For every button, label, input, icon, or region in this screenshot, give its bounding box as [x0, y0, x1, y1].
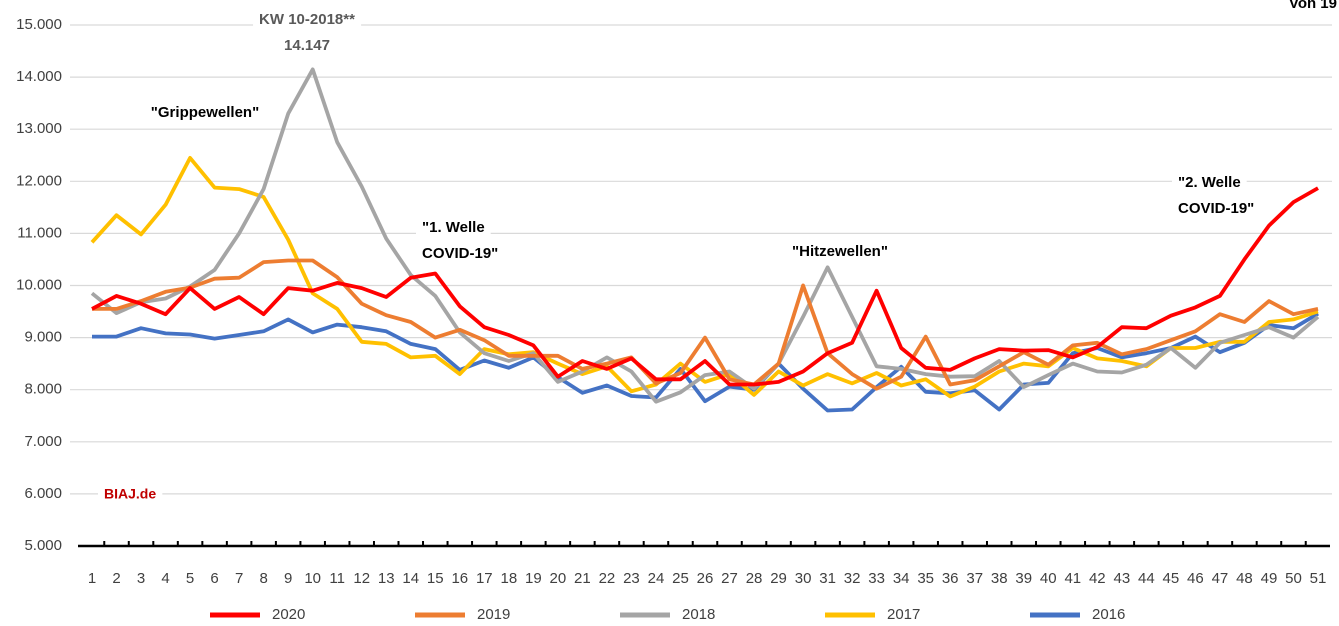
series-line — [92, 311, 1319, 413]
x-tick-label: 24 — [648, 570, 665, 587]
annotation-bg — [786, 240, 894, 262]
annotation-bg — [1172, 197, 1261, 219]
x-tick-label: 36 — [942, 570, 959, 587]
x-tick-label: 14 — [402, 570, 419, 587]
series-line — [90, 67, 1320, 404]
x-tick-label: 35 — [917, 570, 934, 587]
x-tick-label: 17 — [476, 570, 493, 587]
annotation-bg — [278, 34, 336, 56]
annotation: KW 10-2018** — [259, 11, 355, 28]
x-tick-label: 41 — [1064, 570, 1081, 587]
series-line — [92, 258, 1319, 391]
x-tick-label: 12 — [353, 570, 370, 587]
x-tick-label: 49 — [1261, 570, 1278, 587]
x-tick-label: 34 — [893, 570, 910, 587]
x-tick-label: 51 — [1310, 570, 1327, 587]
x-tick-label: 42 — [1089, 570, 1106, 587]
annotation-bg — [416, 242, 505, 264]
series-line — [91, 186, 1319, 387]
x-tick-label: 33 — [868, 570, 885, 587]
x-tick-label: 10 — [304, 570, 321, 587]
annotation-bg — [416, 216, 491, 238]
x-tick-label: 18 — [500, 570, 517, 587]
y-tick-label: 13.000 — [16, 120, 62, 137]
x-tick-label: 28 — [746, 570, 763, 587]
annotation: "1. Welle — [422, 219, 485, 236]
legend-label: 2018 — [682, 606, 715, 623]
x-tick-label: 8 — [259, 570, 267, 587]
x-tick-label: 47 — [1212, 570, 1229, 587]
x-tick-label: 43 — [1113, 570, 1130, 587]
x-tick-label: 39 — [1015, 570, 1032, 587]
x-tick-label: 40 — [1040, 570, 1057, 587]
annotation: COVID-19" — [422, 245, 498, 262]
x-tick-label: 11 — [329, 570, 345, 587]
x-tick-label: 2 — [112, 570, 120, 587]
x-tick-label: 45 — [1163, 570, 1180, 587]
legend-label: 2016 — [1092, 606, 1125, 623]
x-tick-label: 37 — [966, 570, 983, 587]
x-tick-label: 15 — [427, 570, 444, 587]
x-tick-label: 16 — [451, 570, 468, 587]
y-tick-label: 14.000 — [16, 68, 62, 85]
legend-label: 2017 — [887, 606, 920, 623]
annotation: "Grippewellen" — [151, 104, 259, 121]
y-tick-label: 15.000 — [16, 16, 62, 33]
x-tick-label: 5 — [186, 570, 194, 587]
x-tick-label: 31 — [819, 570, 836, 587]
x-tick-label: 9 — [284, 570, 292, 587]
x-tick-label: 23 — [623, 570, 640, 587]
annotation-bg — [98, 483, 163, 504]
y-tick-label: 6.000 — [24, 485, 62, 502]
y-tick-label: 7.000 — [24, 433, 62, 450]
x-tick-label: 26 — [697, 570, 714, 587]
y-tick-label: 11.000 — [17, 224, 62, 241]
x-tick-label: 29 — [770, 570, 787, 587]
x-tick-label: 4 — [161, 570, 169, 587]
x-tick-label: 21 — [574, 570, 591, 587]
x-tick-label: 19 — [525, 570, 542, 587]
annotation-bg — [1282, 0, 1339, 14]
annotation: BIAJ.de — [104, 486, 156, 502]
x-tick-label: 22 — [599, 570, 616, 587]
legend-label: 2020 — [272, 606, 305, 623]
annotation-bg — [253, 8, 362, 30]
y-tick-label: 9.000 — [24, 329, 62, 346]
x-tick-label: 3 — [137, 570, 145, 587]
x-tick-label: 30 — [795, 570, 812, 587]
y-tick-label: 12.000 — [16, 172, 62, 189]
x-tick-label: 44 — [1138, 570, 1155, 587]
grid — [70, 0, 1339, 504]
x-tick-label: 46 — [1187, 570, 1204, 587]
x-tick-label: 20 — [550, 570, 567, 587]
x-tick-label: 25 — [672, 570, 689, 587]
annotation: "Hitzewellen" — [792, 243, 888, 260]
x-tick-label: 50 — [1285, 570, 1302, 587]
annotation: Von 19 — [1289, 0, 1337, 12]
y-tick-label: 5.000 — [24, 537, 62, 554]
x-tick-label: 38 — [991, 570, 1008, 587]
annotation: 14.147 — [284, 37, 330, 54]
x-tick-label: 48 — [1236, 570, 1253, 587]
x-tick-label: 32 — [844, 570, 861, 587]
x-tick-label: 1 — [88, 570, 96, 587]
series-line — [90, 156, 1319, 399]
annotations: KW 10-2018** 14.147 "Grippewellen" "1. Well… — [104, 0, 1337, 502]
y-tick-label: 10.000 — [16, 276, 62, 293]
y-tick-label: 8.000 — [24, 381, 62, 398]
annotation-bg — [144, 101, 266, 123]
x-tick-label: 7 — [235, 570, 243, 587]
x-tick-label: 6 — [210, 570, 218, 587]
x-tick-label: 27 — [721, 570, 738, 587]
annotation: "2. Welle — [1178, 174, 1241, 191]
annotation-bg — [1172, 171, 1247, 193]
annotation: COVID-19" — [1178, 200, 1254, 217]
x-tick-label: 13 — [378, 570, 395, 587]
legend-label: 2019 — [477, 606, 510, 623]
